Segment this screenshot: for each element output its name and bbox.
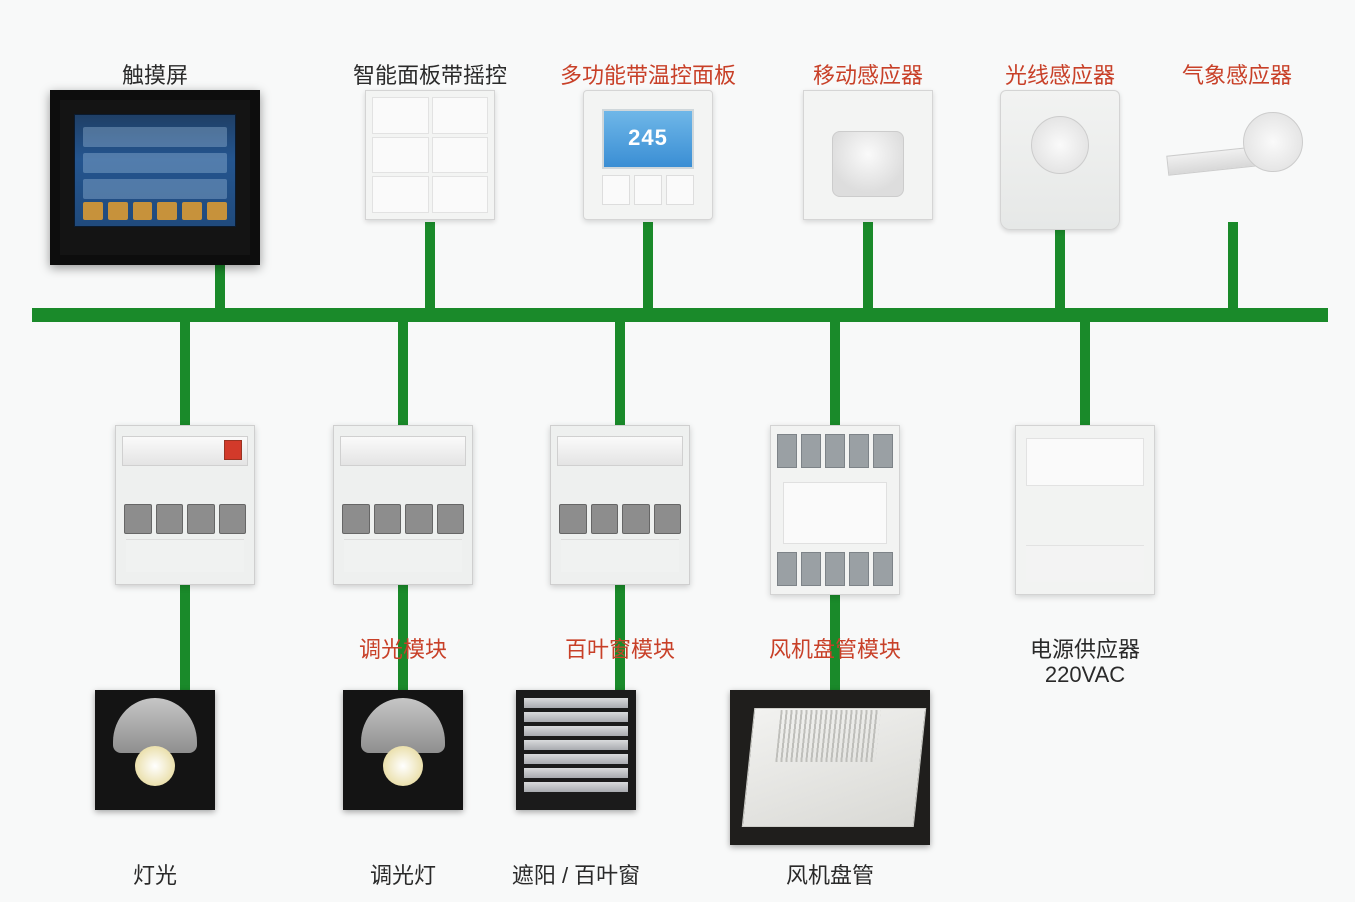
bus-segment bbox=[1228, 222, 1238, 310]
module-switchmod bbox=[115, 425, 255, 585]
bus-segment bbox=[615, 320, 625, 429]
module-fcuctrl bbox=[770, 425, 900, 595]
top-label: 光线感应器 bbox=[1005, 58, 1115, 90]
bus-segment bbox=[180, 320, 190, 429]
bus-segment bbox=[215, 262, 225, 310]
top-device-touchscreen bbox=[50, 90, 260, 265]
top-device-keypad bbox=[365, 90, 495, 220]
top-label: 移动感应器 bbox=[813, 58, 923, 90]
module-label: 电源供应器 bbox=[1030, 632, 1140, 664]
bus-segment bbox=[398, 320, 408, 429]
bottom-label: 调光灯 bbox=[370, 858, 436, 890]
module-label: 调光模块 bbox=[359, 632, 447, 664]
bus-segment bbox=[643, 222, 653, 310]
bus-segment bbox=[863, 222, 873, 310]
bus-segment bbox=[830, 320, 840, 429]
bus-segment bbox=[1055, 228, 1065, 310]
bottom-label: 灯光 bbox=[133, 858, 177, 890]
module-switchmod bbox=[550, 425, 690, 585]
top-label: 触摸屏 bbox=[122, 58, 188, 90]
bus-segment bbox=[180, 581, 190, 694]
bus-segment bbox=[32, 308, 1328, 322]
actuator-fcu bbox=[730, 690, 930, 845]
actuator-blinds bbox=[516, 690, 636, 810]
top-device-weather bbox=[1167, 90, 1307, 230]
module-label: 风机盘管模块 bbox=[769, 632, 901, 664]
module-switchmod bbox=[333, 425, 473, 585]
actuator-lamp bbox=[343, 690, 463, 810]
bus-segment bbox=[1080, 320, 1090, 429]
module-label: 百叶窗模块 bbox=[565, 632, 675, 664]
bus-segment bbox=[425, 222, 435, 310]
actuator-lamp bbox=[95, 690, 215, 810]
module-psu bbox=[1015, 425, 1155, 595]
top-label: 气象感应器 bbox=[1182, 58, 1292, 90]
top-device-thermostat: 245 bbox=[583, 90, 713, 220]
top-device-pir bbox=[803, 90, 933, 220]
module-label-2: 220VAC bbox=[1045, 662, 1125, 688]
top-label: 智能面板带摇控 bbox=[353, 58, 507, 90]
top-device-light bbox=[1000, 90, 1120, 230]
bottom-label: 遮阳 / 百叶窗 bbox=[512, 858, 640, 890]
bottom-label: 风机盘管 bbox=[786, 858, 874, 890]
top-label: 多功能带温控面板 bbox=[560, 58, 736, 90]
